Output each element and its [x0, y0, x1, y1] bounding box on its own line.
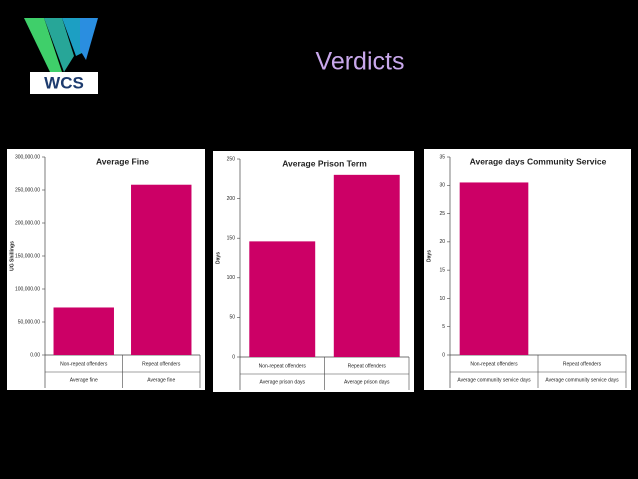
- y-tick-label: 100: [227, 275, 236, 281]
- chart-title: Average Fine: [96, 156, 149, 166]
- y-tick-label: 35: [439, 154, 445, 160]
- category-label: Repeat offenders: [563, 361, 602, 367]
- y-tick-label: 200: [227, 196, 236, 202]
- y-tick-label: 10: [439, 296, 445, 302]
- y-tick-label: 5: [442, 324, 445, 330]
- y-axis-label: Days: [426, 250, 432, 262]
- bar: [53, 307, 114, 355]
- chart: Average days Community Service Days 0 5 10 15…: [424, 149, 631, 390]
- category-group-label: Average community service days: [545, 377, 619, 383]
- y-tick-label: 20: [439, 239, 445, 245]
- y-tick-label: 150: [227, 236, 236, 242]
- category-label: Non-repeat offenders: [259, 363, 307, 369]
- category-label: Non-repeat offenders: [470, 361, 518, 367]
- logo-stroke: [24, 18, 62, 72]
- y-tick-label: 15: [439, 267, 445, 273]
- category-label: Repeat offenders: [348, 363, 387, 369]
- logo-stroke: [80, 18, 98, 60]
- chart-title: Average Prison Term: [282, 158, 367, 168]
- y-tick-label: 250: [227, 156, 236, 162]
- y-tick-label: 50: [229, 315, 235, 321]
- y-tick-label: 300,000.00: [15, 154, 40, 160]
- y-axis-label: Days: [215, 252, 221, 264]
- slide-title: Verdicts: [316, 48, 405, 76]
- logo: WCS: [24, 18, 98, 94]
- y-tick-label: 0: [442, 352, 445, 358]
- bar: [249, 241, 316, 357]
- category-group-label: Average prison days: [344, 379, 390, 385]
- y-axis-label: UG Shillings: [9, 241, 15, 271]
- category-group-label: Average community service days: [457, 377, 531, 383]
- y-tick-label: 25: [439, 211, 445, 217]
- y-tick-label: 200,000.00: [15, 220, 40, 226]
- category-group-label: Average fine: [70, 377, 98, 383]
- logo-box: [30, 72, 98, 94]
- bar: [333, 174, 400, 357]
- category-group-label: Average prison days: [260, 379, 306, 385]
- y-tick-label: 150,000.00: [15, 253, 40, 259]
- logo-text: WCS: [44, 73, 84, 92]
- bar: [459, 182, 529, 355]
- y-tick-label: 30: [439, 183, 445, 189]
- category-label: Non-repeat offenders: [60, 361, 108, 367]
- chart: Average Prison Term Days 0 50 100 150 200 250 No…: [213, 151, 414, 392]
- y-tick-label: 50,000.00: [18, 319, 40, 325]
- bar: [131, 184, 192, 355]
- y-tick-label: 100,000.00: [15, 286, 40, 292]
- chart-title: Average days Community Service: [470, 156, 607, 166]
- category-group-label: Average fine: [147, 377, 175, 383]
- y-tick-label: 250,000.00: [15, 187, 40, 193]
- y-tick-label: 0: [232, 354, 235, 360]
- chart: Average Fine UG Shillings 0.00 50,000.00 100…: [7, 149, 205, 390]
- logo-stroke: [44, 18, 74, 72]
- category-label: Repeat offenders: [142, 361, 181, 367]
- y-tick-label: 0.00: [30, 352, 40, 358]
